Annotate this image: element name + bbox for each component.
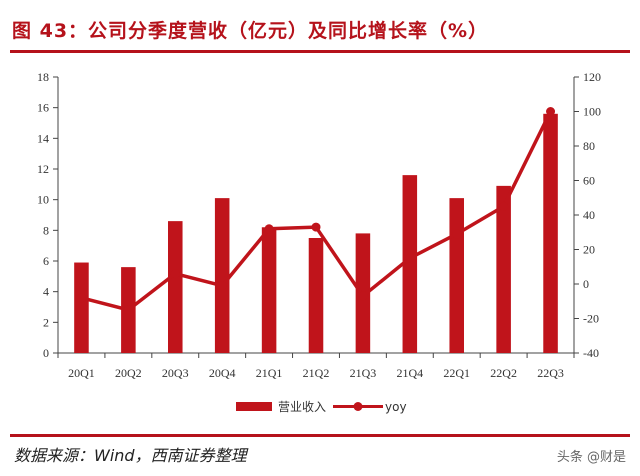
left-tick-label: 14 [37,131,49,145]
right-tick-label: -40 [583,346,599,360]
left-tick-label: 6 [43,254,49,268]
legend: 营业收入 yoy [236,400,407,414]
yoy-point [499,201,509,211]
yoy-point [76,293,86,303]
revenue-bar [543,113,558,353]
right-y-axis: -40 -20 0 20 40 60 80 100 120 [573,70,601,360]
page-title: 图 43：公司分季度营收（亿元）及同比增长率（%） [12,20,489,42]
left-y-axis: 0 2 4 6 8 10 12 14 16 18 [37,70,59,360]
yoy-point [358,291,368,301]
x-tick-label: 21Q1 [256,366,283,380]
legend-line-marker [353,402,363,411]
x-tick-label: 21Q2 [303,366,330,380]
x-axis: 20Q1 20Q2 20Q3 20Q4 21Q1 21Q2 21Q3 21Q4 22Q1 22Q2… [57,352,575,380]
legend-line-label: yoy [385,400,407,414]
x-tick-label: 22Q3 [537,366,564,380]
right-tick-label: 100 [583,105,601,119]
watermark-text: 头条 @财是 [556,450,626,465]
yoy-point [546,107,556,116]
legend-bar-label: 营业收入 [278,400,326,414]
x-tick-label: 20Q3 [162,366,189,380]
x-tick-label: 20Q1 [68,366,95,380]
right-tick-label: 20 [583,243,595,257]
yoy-point [311,222,321,232]
title-divider [10,50,630,53]
x-tick-label: 22Q2 [490,366,517,380]
revenue-bar [168,221,183,353]
revenue-bar [402,175,418,353]
revenue-bar [496,185,511,353]
right-tick-label: 120 [583,70,601,84]
revenue-bar [261,227,277,353]
legend-bar-swatch [236,402,272,411]
left-tick-label: 8 [43,223,49,237]
x-tick-label: 21Q3 [350,366,377,380]
yoy-point [123,305,133,315]
x-tick-label: 21Q4 [396,366,423,380]
revenue-bar [74,262,89,353]
revenue-bars [74,113,558,353]
x-tick-label: 22Q1 [443,366,470,380]
yoy-point [405,253,415,263]
x-tick-label: 20Q4 [209,366,236,380]
left-tick-label: 4 [43,285,49,299]
right-tick-label: 60 [583,174,595,188]
left-tick-label: 2 [43,315,49,329]
yoy-point [170,269,180,279]
x-tick-label: 20Q2 [115,366,142,380]
footer-divider [10,434,630,437]
left-tick-label: 18 [37,70,49,84]
yoy-point [264,224,274,234]
source-note: 数据来源：Wind，西南证券整理 [14,446,247,465]
left-tick-label: 16 [37,101,49,115]
left-tick-label: 10 [37,193,49,207]
right-tick-label: 40 [583,208,595,222]
yoy-point [217,281,227,291]
yoy-point [452,229,462,239]
right-tick-label: -20 [583,312,599,326]
left-tick-label: 0 [43,346,49,360]
yoy-line [76,107,556,315]
right-tick-label: 80 [583,139,595,153]
left-tick-label: 12 [37,162,49,176]
right-tick-label: 0 [583,277,589,291]
revenue-bar [308,238,324,353]
revenue-bar [449,198,464,353]
revenue-bar [214,198,230,353]
